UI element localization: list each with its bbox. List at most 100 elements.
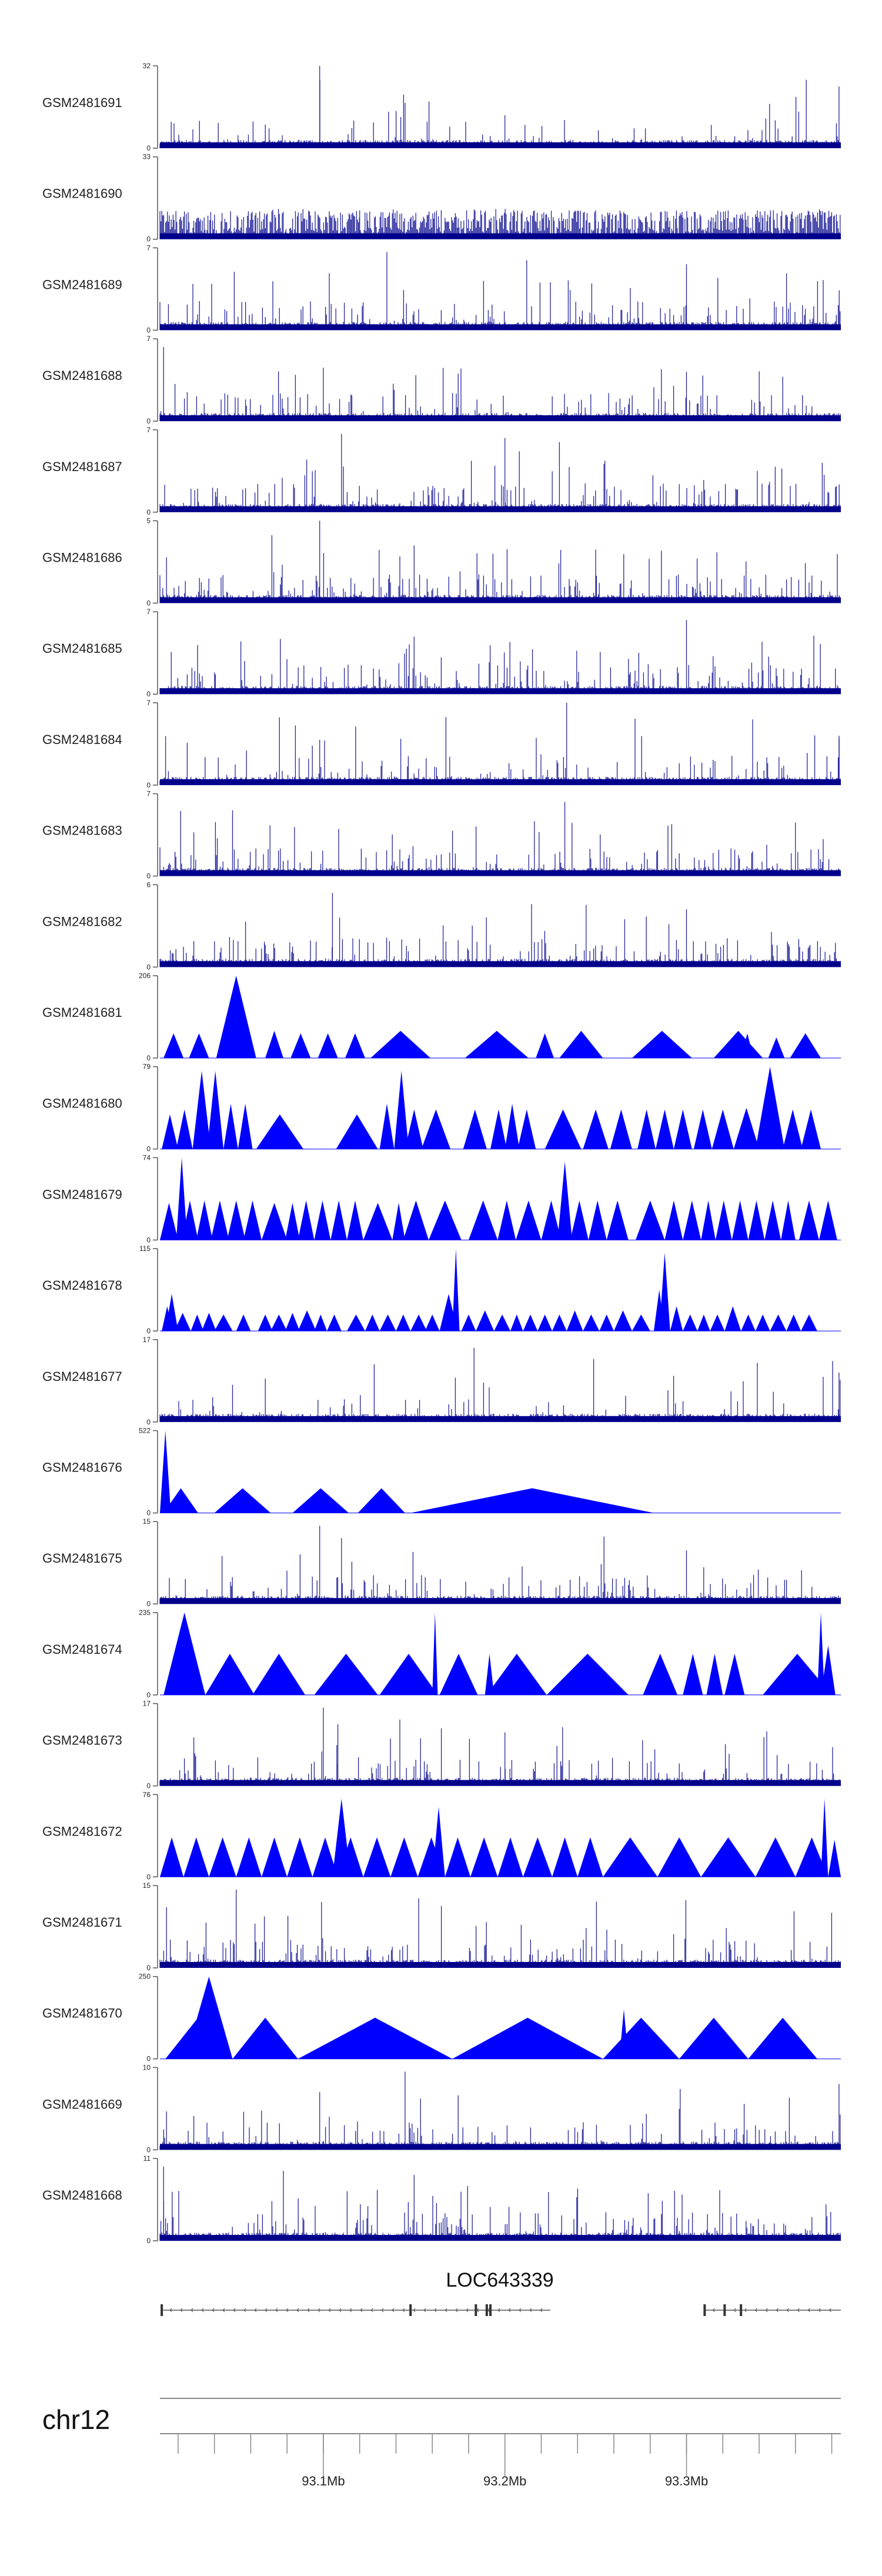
signal-peak <box>821 1645 836 1695</box>
strand-arrow <box>307 2308 310 2313</box>
strand-arrow <box>818 2308 821 2313</box>
strand-arrow <box>402 2308 405 2313</box>
strand-arrow <box>540 2308 543 2313</box>
signal-peak <box>405 1109 423 1149</box>
track-GSM2481673: GSM2481673 17 0 <box>42 1700 841 1790</box>
y-min-label: 0 <box>146 144 151 152</box>
signal-peak <box>755 1066 785 1149</box>
strand-arrow <box>222 2308 225 2313</box>
y-min-label: 0 <box>146 1782 151 1790</box>
signal-peak <box>258 1314 273 1332</box>
gene-exon <box>489 2304 492 2316</box>
signal-floor <box>160 1962 841 1968</box>
signal-peak <box>452 2017 603 2059</box>
signal-peak <box>232 2017 298 2059</box>
y-max-label: 7 <box>146 243 151 252</box>
track-label: GSM2481687 <box>42 459 122 474</box>
y-min-label: 0 <box>146 417 151 425</box>
signal-peak <box>363 1837 391 1877</box>
strand-arrow <box>445 2308 447 2313</box>
signal-peak <box>697 1314 710 1332</box>
signal-peak <box>786 1314 801 1332</box>
signal-peak <box>176 1109 193 1149</box>
signal-peak <box>711 1109 734 1149</box>
signal-peak <box>657 1837 701 1877</box>
signal-peak <box>452 1249 460 1332</box>
signal-peak <box>764 1200 781 1240</box>
y-min-label: 0 <box>146 326 151 334</box>
signal-peak <box>379 1314 396 1332</box>
signal-floor <box>160 324 841 331</box>
strand-arrow <box>296 2308 299 2313</box>
signal-peak <box>270 1314 288 1332</box>
signal-peak <box>379 1103 395 1149</box>
signal-bars <box>159 802 841 876</box>
signal-peak <box>781 1200 796 1240</box>
signal-floor <box>160 1416 841 1422</box>
signal-peak <box>410 1314 427 1332</box>
signal-peak <box>162 1114 178 1149</box>
y-max-label: 522 <box>139 1427 151 1435</box>
track-GSM2481688: GSM2481688 7 0 <box>42 335 841 425</box>
signal-peak <box>486 1653 547 1695</box>
signal-peak <box>298 2017 453 2059</box>
signal-peak <box>683 1200 701 1240</box>
signal-peak <box>432 1807 445 1877</box>
signal-peak <box>160 1430 171 1513</box>
signal-bars <box>159 347 841 422</box>
signal-peak <box>189 1033 209 1058</box>
signal-peak <box>588 1200 607 1240</box>
signal-peak <box>683 1314 698 1332</box>
signal-peak <box>392 1203 405 1240</box>
strand-arrow <box>797 2308 800 2313</box>
signal-peak <box>314 1653 378 1695</box>
signal-peak <box>583 1314 600 1332</box>
signal-peak <box>223 1103 238 1149</box>
signal-peak <box>403 1200 429 1240</box>
chromosome-axis: chr12 93.1Mb 93.2Mb 93.3Mb <box>42 2398 841 2488</box>
y-max-label: 79 <box>143 1063 151 1071</box>
track-label: GSM2481688 <box>42 368 122 383</box>
track-GSM2481687: GSM2481687 7 0 <box>42 426 841 516</box>
gene-annotation-track: LOC643339 <box>161 2269 841 2316</box>
y-max-label: 7 <box>146 699 151 707</box>
track-label: GSM2481685 <box>42 641 122 656</box>
signal-peak <box>637 1109 656 1149</box>
y-min-label: 0 <box>146 963 151 971</box>
strand-arrow <box>212 2308 215 2313</box>
signal-peak <box>265 1030 283 1058</box>
signal-floor <box>160 779 841 785</box>
track-GSM2481676: GSM2481676 522 0 <box>42 1427 841 1517</box>
signal-peak <box>801 1109 821 1149</box>
strand-arrow <box>712 2308 715 2313</box>
signal-peak <box>318 1033 338 1058</box>
y-min-label: 0 <box>146 2145 151 2154</box>
signal-peak <box>733 1107 760 1149</box>
signal-bars <box>159 433 841 512</box>
gene-exon <box>740 2304 743 2316</box>
track-GSM2481690: GSM2481690 33 0 <box>42 153 841 243</box>
track-GSM2481678: GSM2481678 115 0 <box>42 1244 841 1335</box>
y-min-label: 0 <box>146 1236 151 1244</box>
signal-peak <box>755 1314 770 1332</box>
signal-peak <box>439 1653 478 1695</box>
signal-peak <box>358 1488 405 1513</box>
signal-bars <box>159 2167 841 2241</box>
signal-peak <box>256 1114 303 1149</box>
signal-peak <box>724 1306 741 1332</box>
signal-floor <box>160 688 841 695</box>
signal-floor <box>160 2144 841 2150</box>
strand-arrow <box>434 2308 437 2313</box>
signal-peak <box>610 1109 632 1149</box>
signal-peak <box>196 1200 213 1240</box>
y-max-label: 17 <box>143 1700 151 1708</box>
y-max-label: 76 <box>143 1790 151 1798</box>
signal-peak <box>664 1200 683 1240</box>
gene-exon <box>485 2304 488 2316</box>
signal-peak <box>541 1200 562 1240</box>
strand-arrow <box>169 2308 172 2313</box>
signal-peak <box>185 1976 233 2059</box>
track-GSM2481685: GSM2481685 7 0 <box>42 608 841 698</box>
signal-bars <box>159 2071 841 2150</box>
y-max-label: 10 <box>143 2063 151 2071</box>
